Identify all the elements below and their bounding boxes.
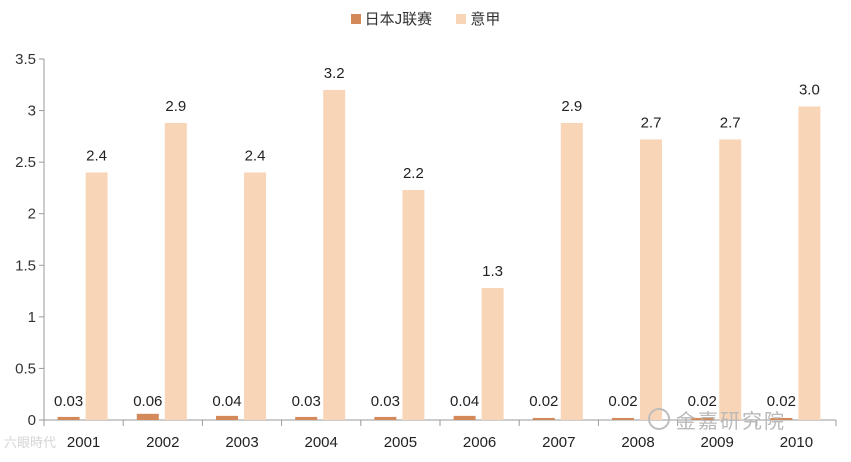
bar-series-a [453, 415, 476, 420]
bar-series-a [295, 416, 318, 420]
data-label-series-a: 0.02 [529, 393, 558, 410]
data-label-series-b: 2.7 [720, 114, 741, 131]
bar-series-a [612, 417, 634, 420]
x-tick-label: 2008 [621, 434, 654, 451]
x-tick-label: 2005 [384, 434, 417, 451]
data-label-series-b: 3.0 [799, 81, 820, 98]
bar-series-a [532, 417, 555, 420]
x-tick-label: 2003 [225, 434, 258, 451]
bar-series-a [691, 417, 714, 420]
x-tick-label: 2002 [146, 434, 179, 451]
x-tick-label: 2009 [701, 434, 734, 451]
legend-label-series-a: 日本J联赛 [364, 11, 433, 28]
legend-label-series-b: 意甲 [470, 11, 501, 28]
x-tick-label: 2010 [780, 434, 813, 451]
x-tick-label: 2004 [305, 434, 338, 451]
y-tick-label: 3 [28, 103, 36, 120]
watermark-right: 金嘉研究院 [676, 409, 786, 433]
bar-series-a [770, 417, 793, 420]
data-label-series-a: 0.04 [450, 393, 479, 410]
y-tick-label: 0.5 [15, 360, 36, 377]
data-label-series-a: 0.02 [608, 393, 637, 410]
legend-item-series-a: 日本J联赛 [350, 8, 433, 29]
data-label-series-b: 2.9 [165, 98, 186, 115]
x-tick-label: 2007 [542, 434, 575, 451]
data-label-series-a: 0.04 [212, 393, 241, 410]
bar-series-b [402, 189, 425, 420]
legend-swatch-series-a [350, 14, 361, 25]
bar-series-b [719, 139, 742, 421]
data-label-series-b: 2.4 [86, 147, 107, 164]
watermark-logo-icon [648, 408, 670, 430]
bar-series-b [640, 139, 662, 421]
legend-swatch-series-b [456, 14, 467, 25]
data-label-series-a: 0.03 [292, 393, 321, 410]
data-label-series-b: 3.2 [324, 65, 345, 82]
data-label-series-a: 0.03 [54, 393, 83, 410]
bar-series-a [216, 415, 238, 420]
bar-series-b [164, 122, 187, 420]
bar-series-b [798, 106, 821, 421]
y-tick-label: 0 [28, 412, 36, 429]
data-label-series-a: 0.03 [371, 393, 400, 410]
data-label-series-b: 2.2 [403, 165, 424, 182]
chart-legend: 日本J联赛 意甲 [0, 8, 851, 29]
bar-series-b [244, 172, 266, 420]
data-label-series-b: 2.9 [561, 98, 582, 115]
y-tick-label: 1.5 [15, 257, 36, 274]
data-label-series-a: 0.02 [767, 393, 796, 410]
bar-series-b [85, 172, 108, 420]
legend-item-series-b: 意甲 [456, 8, 500, 29]
data-label-series-a: 0.02 [688, 393, 717, 410]
data-label-series-a: 0.06 [133, 393, 162, 410]
y-tick-label: 1 [28, 309, 36, 326]
data-label-series-b: 1.3 [482, 263, 503, 280]
watermark-left: 六眼時代 [4, 436, 57, 451]
bar-series-b [481, 287, 504, 420]
x-tick-label: 2006 [463, 434, 496, 451]
bar-series-b [323, 89, 346, 420]
bar-series-a [136, 413, 159, 420]
data-label-series-b: 2.4 [245, 147, 266, 164]
y-tick-label: 3.5 [15, 51, 36, 68]
x-tick-label: 2001 [67, 434, 100, 451]
bar-series-b [560, 122, 583, 420]
y-tick-label: 2 [28, 206, 36, 223]
bar-series-a [57, 416, 80, 420]
data-label-series-b: 2.7 [641, 114, 662, 131]
bar-series-a [374, 416, 397, 420]
y-tick-label: 2.5 [15, 154, 36, 171]
